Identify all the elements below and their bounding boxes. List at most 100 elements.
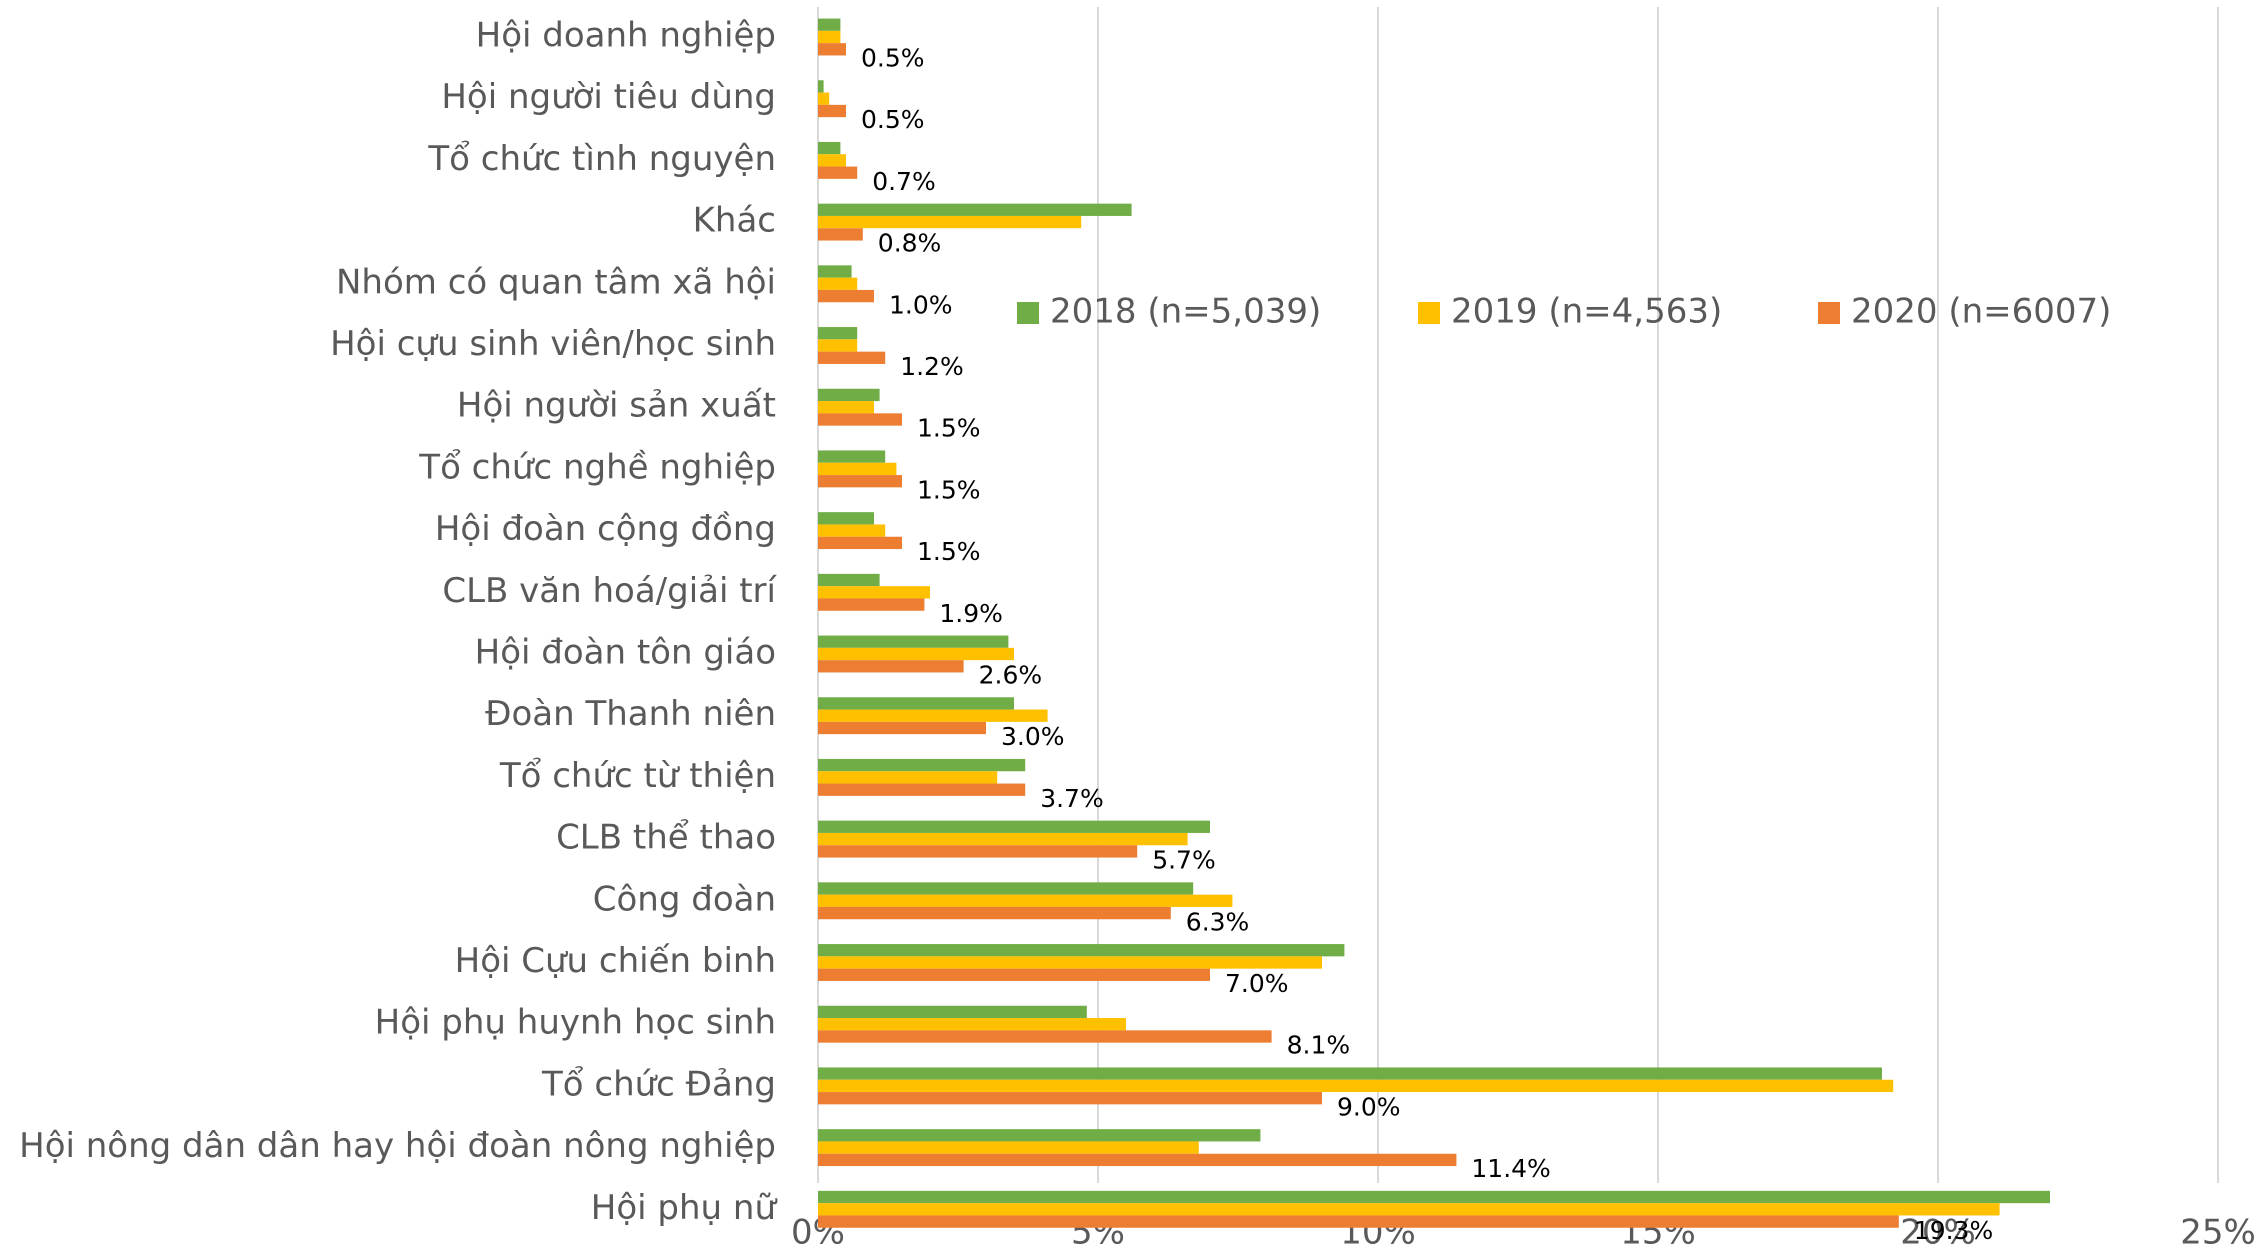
- category-label: Hội người sản xuất: [457, 386, 776, 426]
- category-label: Hội người tiêu dùng: [441, 77, 776, 117]
- bar: [818, 104, 846, 118]
- bar: [818, 512, 874, 525]
- bar: [818, 906, 1171, 920]
- bar: [818, 203, 1132, 216]
- bar: [818, 894, 1233, 907]
- category-label: Tổ chức từ thiện: [499, 756, 776, 796]
- value-label: 1.9%: [939, 599, 1003, 628]
- bar: [818, 228, 863, 241]
- bar: [818, 635, 1009, 648]
- value-label: 0.5%: [861, 43, 925, 72]
- value-label: 5.7%: [1152, 846, 1216, 875]
- category-label: Hội cựu sinh viên/học sinh: [330, 324, 776, 364]
- value-label: 2.6%: [979, 660, 1043, 689]
- legend-swatch: [1818, 302, 1840, 324]
- bar: [818, 462, 897, 476]
- x-tick-label: 25%: [2180, 1213, 2256, 1252]
- value-label: 19.3%: [1914, 1216, 1993, 1245]
- category-label: Tổ chức Đảng: [541, 1064, 776, 1104]
- bar: [818, 758, 1026, 772]
- value-label: 9.0%: [1337, 1092, 1401, 1121]
- bar: [818, 413, 902, 426]
- value-label: 3.7%: [1040, 784, 1104, 813]
- value-label: 1.5%: [917, 475, 981, 504]
- bar: [818, 1129, 1261, 1142]
- bar: [818, 968, 1210, 981]
- bar: [818, 1190, 2050, 1204]
- value-label: 1.5%: [917, 414, 981, 443]
- legend-swatch: [1418, 302, 1440, 324]
- bar: [818, 586, 930, 599]
- value-label: 1.5%: [917, 537, 981, 566]
- bar: [818, 388, 880, 402]
- bar: [818, 166, 858, 179]
- value-label: 1.0%: [889, 290, 953, 319]
- bar: [818, 598, 925, 611]
- bar: [818, 339, 858, 352]
- value-label: 7.0%: [1225, 969, 1289, 998]
- bar: [818, 882, 1194, 895]
- bar: [818, 1018, 1126, 1031]
- category-label: Hội đoàn cộng đồng: [435, 509, 776, 549]
- bar: [818, 401, 874, 414]
- bar: [818, 573, 880, 587]
- bar: [818, 43, 846, 56]
- bar: [818, 277, 858, 290]
- legend-label: 2020 (n=6007): [1851, 292, 2111, 332]
- category-label: Hội phụ huynh học sinh: [375, 1003, 776, 1043]
- bar: [818, 450, 886, 463]
- category-label: Hội doanh nghiệp: [476, 16, 776, 56]
- category-label: Tổ chức tình nguyện: [427, 139, 776, 179]
- value-label: 11.4%: [1471, 1154, 1550, 1183]
- bar: [818, 524, 886, 537]
- value-label: 3.0%: [1001, 722, 1065, 751]
- category-label: Đoàn Thanh niên: [485, 694, 776, 734]
- bar: [818, 1079, 1894, 1093]
- category-label: CLB văn hoá/giải trí: [442, 571, 777, 611]
- legend-swatch: [1017, 302, 1039, 324]
- value-label: 6.3%: [1186, 907, 1250, 936]
- legend-label: 2018 (n=5,039): [1050, 292, 1321, 332]
- bar: [818, 327, 858, 340]
- bar: [818, 1141, 1199, 1154]
- bar: [818, 697, 1014, 710]
- bar: [818, 1153, 1457, 1167]
- category-label: Tổ chức nghề nghiệp: [418, 447, 776, 487]
- value-label: 0.5%: [861, 105, 925, 134]
- bar: [818, 709, 1048, 722]
- bar: [818, 215, 1082, 229]
- bar: [818, 1092, 1322, 1105]
- bar: [818, 845, 1138, 858]
- bar: [818, 820, 1210, 833]
- bar: [818, 289, 874, 303]
- bar: [818, 956, 1322, 969]
- bar: [818, 18, 841, 31]
- bar: [818, 141, 841, 155]
- bar: [818, 1005, 1087, 1019]
- bar: [818, 92, 830, 105]
- bar: [818, 944, 1345, 957]
- bar: [818, 1067, 1882, 1080]
- legend-label: 2019 (n=4,563): [1451, 292, 1722, 332]
- bar: [818, 351, 886, 364]
- category-label: Công đoàn: [593, 879, 776, 919]
- value-label: 0.7%: [872, 167, 936, 196]
- value-label: 8.1%: [1287, 1031, 1351, 1060]
- category-label: Hội phụ nữ: [591, 1188, 778, 1228]
- bar: [818, 1030, 1272, 1043]
- bar: [818, 771, 998, 784]
- x-tick-label: 20%: [1900, 1213, 1976, 1252]
- bar: [818, 265, 852, 278]
- bar: [818, 721, 986, 735]
- bar: [818, 647, 1014, 661]
- category-label: Hội Cựu chiến binh: [455, 941, 776, 981]
- bar: [818, 832, 1188, 846]
- bar: [818, 1215, 1899, 1228]
- category-label: CLB thể thao: [556, 818, 776, 858]
- bar: [818, 80, 824, 93]
- bar: [818, 475, 902, 488]
- category-label: Nhóm có quan tâm xã hội: [336, 262, 776, 302]
- category-label: Hội đoàn tôn giáo: [475, 633, 776, 673]
- bar: [818, 660, 964, 673]
- bar: [818, 154, 846, 167]
